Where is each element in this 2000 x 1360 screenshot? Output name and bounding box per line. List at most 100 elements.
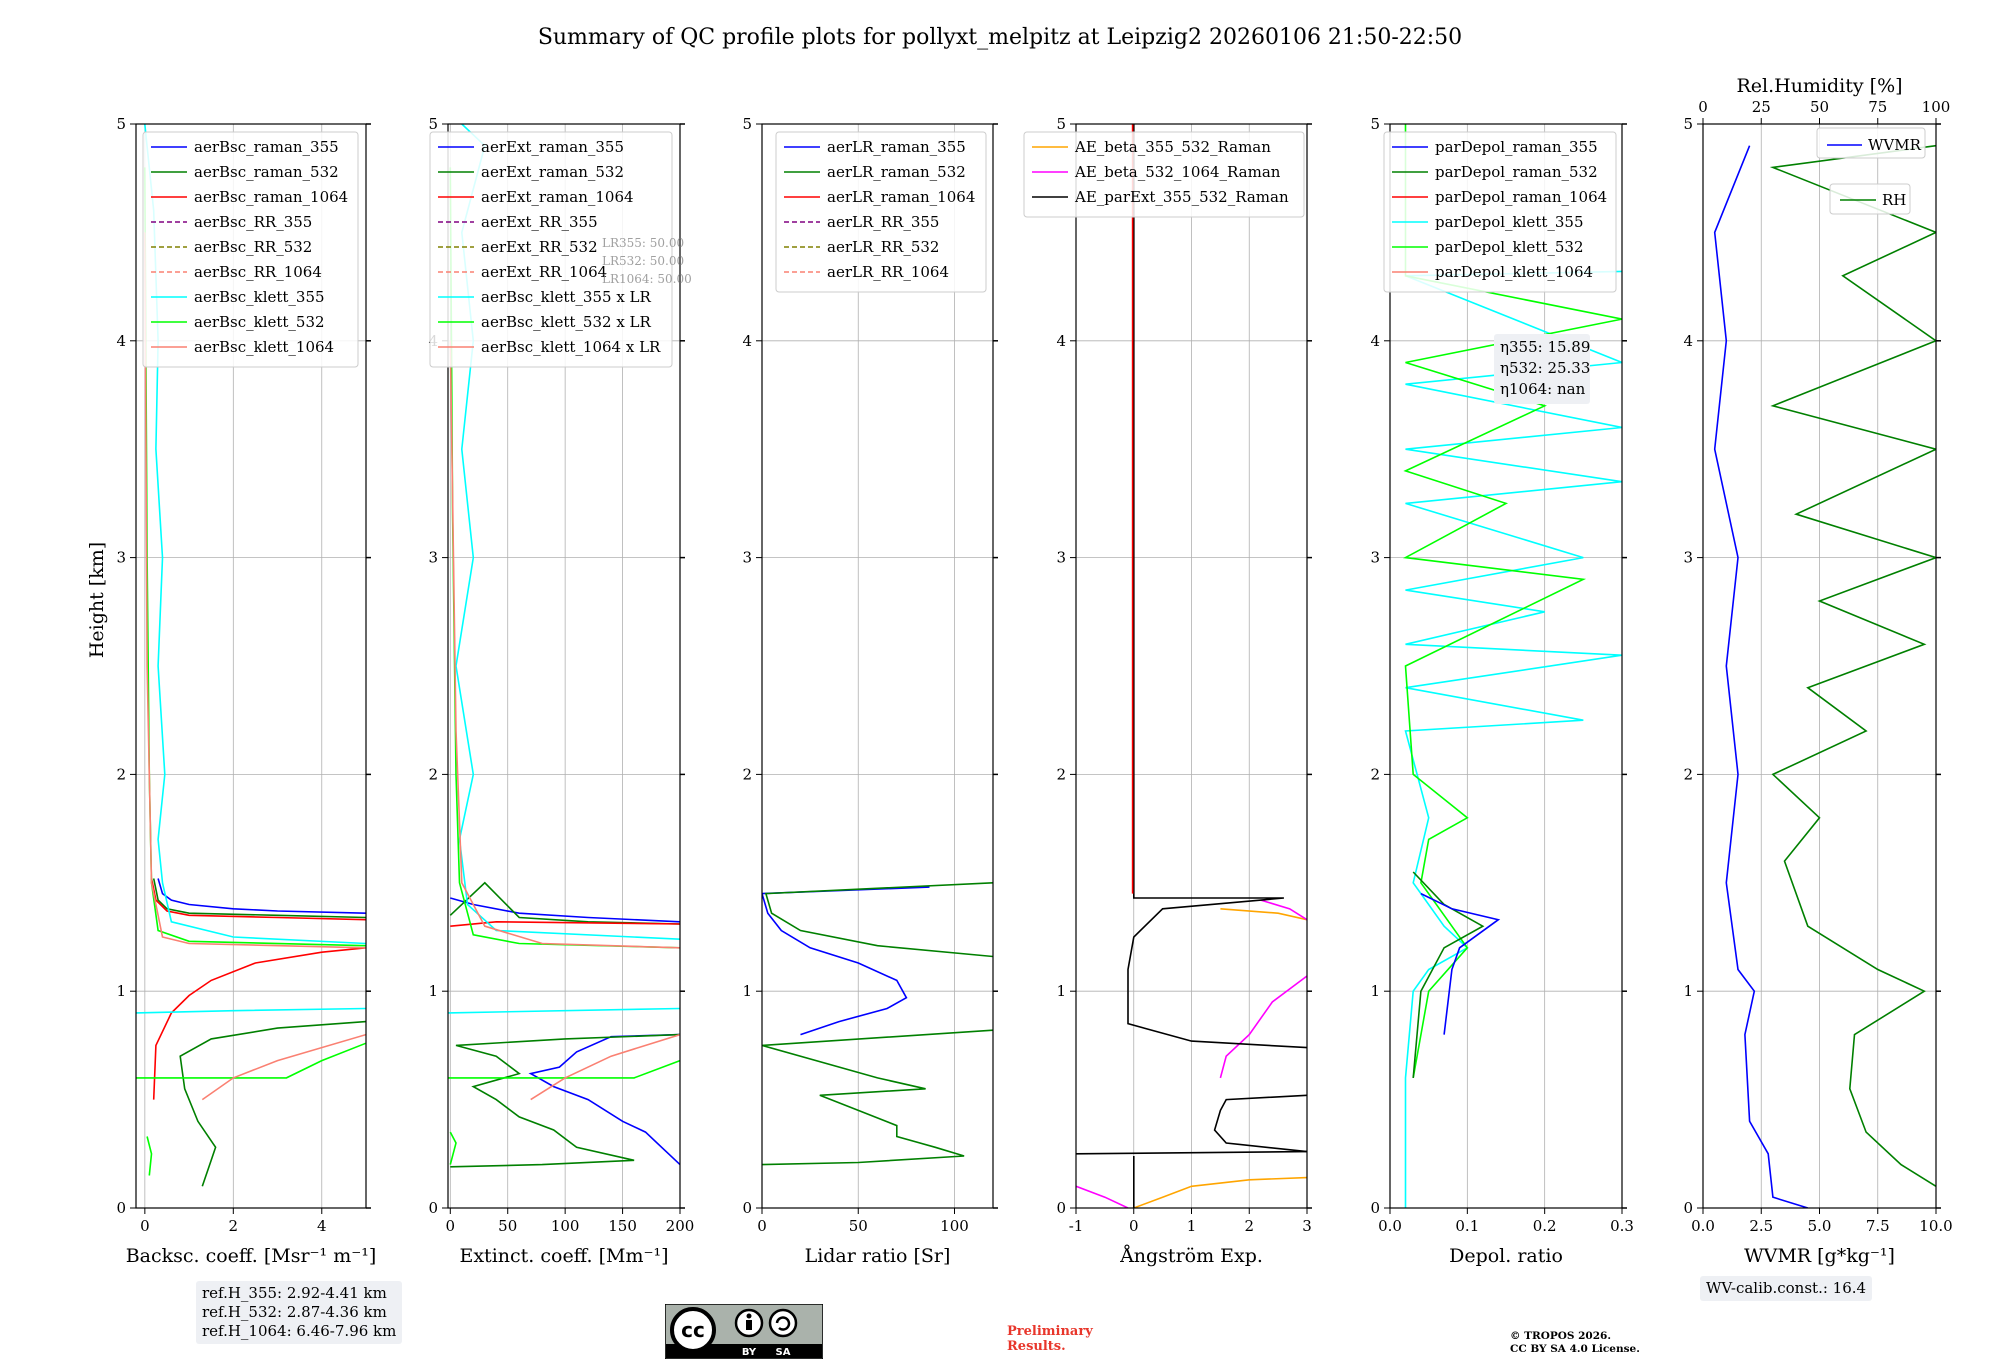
legend-box: [1023, 131, 1305, 218]
x-tick-label: 0.1: [1455, 1217, 1479, 1235]
y-tick-label: 2: [1683, 765, 1693, 783]
x-axis-label: Ångström Exp.: [1119, 1245, 1263, 1267]
legend-label: aerExt_RR_1064: [481, 263, 607, 281]
y-tick-label: 0: [1056, 1199, 1066, 1217]
legend: AE_beta_355_532_Raman AE_beta_532_1064_Ra…: [1023, 131, 1305, 218]
y-tick-label: 4: [116, 332, 126, 350]
y-tick-label: 4: [1370, 332, 1380, 350]
legend-label: parDepol_raman_355: [1435, 138, 1598, 156]
panel-wv: 0.0 2.5 5.0 7.5 10.0 0 1 2 3 4 5 WVMR [g*kg⁻¹] 0 25 50…: [1683, 75, 1952, 1267]
y-tick-label: 3: [428, 549, 438, 567]
legend-label: aerExt_RR_532: [481, 238, 598, 256]
legend-box: [1829, 183, 1911, 215]
top-x-tick-label: 75: [1868, 98, 1887, 116]
series-AE_parExt_355_532_Raman_main: [1127, 124, 1307, 1049]
legend-label: aerLR_raman_355: [827, 138, 966, 156]
y-tick-label: 0: [742, 1199, 752, 1217]
legend-box: [775, 131, 987, 293]
legend-label: aerBsc_klett_532: [194, 313, 325, 331]
x-axis-label: Backsc. coeff. [Msr⁻¹ m⁻¹]: [126, 1245, 377, 1267]
legend-label: AE_beta_355_532_Raman: [1074, 138, 1271, 156]
legend-label: aerBsc_klett_532 x LR: [481, 313, 652, 331]
series-RH: [1769, 144, 1936, 1187]
series-aerExt_raman_532: [450, 1033, 680, 1168]
y-tick-label: 3: [1056, 549, 1066, 567]
x-tick-label: 4: [317, 1217, 327, 1235]
panel-ext: 050100150200012345Extinct. coeff. [Mm⁻¹]…: [428, 115, 694, 1267]
series-parDepol_klett_355: [1404, 270, 1622, 1208]
legend-label: aerBsc_RR_355: [194, 213, 312, 231]
y-tick-label: 1: [742, 982, 752, 1000]
series-aerBsc_klett_532_mid: [136, 1042, 366, 1079]
svg-text:BY: BY: [742, 1347, 757, 1358]
legend-label: aerLR_RR_355: [827, 213, 939, 231]
y-tick-label: 0: [1370, 1199, 1380, 1217]
series-AE_beta_532_1064_Raman_mid: [1219, 975, 1307, 1079]
axes-frame: [761, 123, 994, 1209]
panel-lr: 0 50 100 0 1 2 3 4 5 Lidar ratio [Sr] aerLR_raman_…: [742, 115, 998, 1267]
y-tick-label: 5: [1370, 115, 1380, 133]
top-x-tick-label: 50: [1810, 98, 1829, 116]
ref-height-1064: ref.H_1064: 6.46-7.96 km: [202, 1322, 397, 1340]
series-group: [1713, 144, 1936, 1208]
y-tick-label: 4: [1056, 332, 1066, 350]
x-tick-label: 0.3: [1610, 1217, 1634, 1235]
x-axis-label: WVMR [g*kg⁻¹]: [1744, 1245, 1895, 1267]
y-tick-label: 2: [1370, 765, 1380, 783]
x-tick-label: 0.0: [1691, 1217, 1715, 1235]
y-tick-label: 5: [428, 115, 438, 133]
series-aerLR_raman_532_upper: [764, 882, 993, 958]
eta-value: η355: 15.89: [1500, 338, 1590, 356]
lr-value: LR1064: 50.00: [602, 272, 692, 286]
cc-by-sa-logo: cc BY SA: [665, 1304, 823, 1359]
preliminary-line-2: Results.: [1007, 1339, 1066, 1354]
reference-height-box: ref.H_355: 2.92-4.41 km ref.H_532: 2.87-…: [196, 1281, 403, 1344]
series-aerBsc_raman_355: [157, 878, 366, 914]
legend-label: aerExt_raman_532: [481, 163, 624, 181]
lr-value: LR355: 50.00: [602, 236, 684, 250]
y-tick-label: 5: [1683, 115, 1693, 133]
series-aerExt_klett_532_mid: [448, 1059, 680, 1079]
legend-label: aerExt_raman_355: [481, 138, 624, 156]
x-tick-label: 1: [1187, 1217, 1197, 1235]
x-tick-label: 200: [666, 1217, 695, 1235]
y-tick-label: 1: [428, 982, 438, 1000]
axes-frame: [1389, 123, 1623, 1209]
license-line-1: © TROPOS 2026.: [1510, 1330, 1612, 1342]
x-tick-label: -1: [1069, 1217, 1084, 1235]
series-AE_parExt_355_532_Raman_mid: [1213, 1094, 1307, 1153]
wv-calibration-box: WV-calib.const.: 16.4: [1700, 1276, 1873, 1301]
legend: parDepol_raman_355 parDepol_raman_532 parD…: [1383, 131, 1617, 293]
y-tick-label: 3: [116, 549, 126, 567]
ref-height-355: ref.H_355: 2.92-4.41 km: [202, 1284, 387, 1302]
eta-box: η355: 15.89 η532: 25.33 η1064: nan: [1494, 334, 1590, 404]
legend-label: aerLR_RR_532: [827, 238, 939, 256]
y-tick-label: 5: [116, 115, 126, 133]
series-parDepol_klett_532: [1402, 124, 1622, 1079]
series-aerBsc_klett_355_low: [136, 1007, 366, 1014]
y-tick-label: 1: [1683, 982, 1693, 1000]
x-tick-label: 0: [446, 1217, 456, 1235]
y-tick-label: 4: [742, 332, 752, 350]
series-group: [136, 124, 366, 1187]
y-tick-label: 5: [742, 115, 752, 133]
legend-label: aerBsc_raman_355: [194, 138, 339, 156]
series-WVMR: [1713, 145, 1809, 1208]
y-tick-label: 3: [1683, 549, 1693, 567]
y-tick-label: 3: [1370, 549, 1380, 567]
series-aerBsc_klett_1064: [201, 1033, 366, 1101]
x-tick-label: 0: [140, 1217, 150, 1235]
x-tick-label: 2: [229, 1217, 239, 1235]
legend-label: aerLR_raman_1064: [827, 188, 975, 206]
legend-wvmr: WVMR: [1816, 127, 1926, 159]
eta-box-bg: [1494, 334, 1590, 404]
legend-label: AE_beta_532_1064_Raman: [1074, 163, 1281, 181]
series-aerBsc_raman_1064: [152, 947, 366, 1100]
series-parDepol_raman_355: [1420, 892, 1501, 1035]
legend-rh: RH: [1829, 183, 1911, 215]
lr-value: LR532: 50.00: [602, 254, 684, 268]
x-tick-label: 10.0: [1919, 1217, 1952, 1235]
legend: aerLR_raman_355 aerLR_raman_532 aerLR_rama…: [775, 131, 987, 293]
